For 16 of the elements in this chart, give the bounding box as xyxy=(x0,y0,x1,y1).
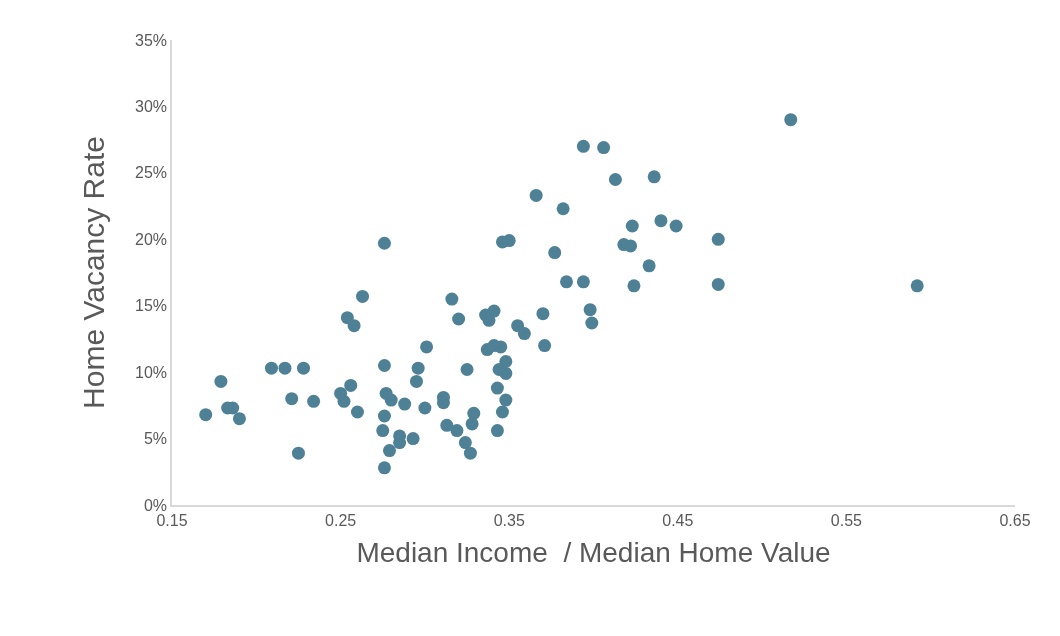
x-tick-label: 0.45 xyxy=(662,511,694,529)
y-tick-label: 20% xyxy=(135,230,168,248)
x-axis-title: Median Income / Median Home Value xyxy=(356,536,831,568)
y-tick-label: 35% xyxy=(135,31,168,49)
x-tick-label: 0.35 xyxy=(493,511,525,529)
y-tick-label: 10% xyxy=(135,363,168,381)
x-tick-label: 0.15 xyxy=(156,511,188,529)
y-axis-title: Home Vacancy Rate xyxy=(76,136,110,409)
y-tick-label: 0% xyxy=(143,496,168,514)
y-tick-label: 25% xyxy=(135,164,168,182)
x-tick-label: 0.65 xyxy=(999,511,1031,529)
y-tick-label: 5% xyxy=(143,430,168,448)
y-tick-label: 30% xyxy=(135,98,168,116)
x-tick-label: 0.55 xyxy=(830,511,863,529)
x-tick-label: 0.25 xyxy=(325,511,357,529)
y-tick-label: 15% xyxy=(135,297,168,315)
